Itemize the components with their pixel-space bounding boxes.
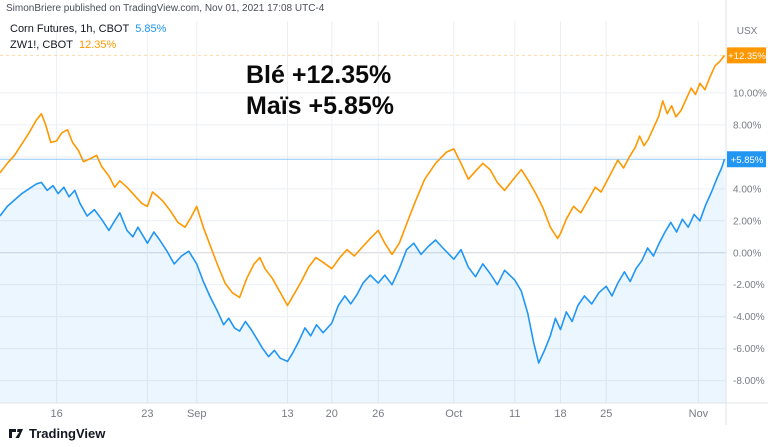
y-axis-label: 0.00%: [733, 248, 761, 259]
tradingview-brand-text: TradingView: [29, 425, 106, 441]
price-badge-wheat: [727, 47, 766, 64]
legend-value-wheat: 12.35%: [78, 39, 117, 51]
y-axis-label: 10.00%: [733, 88, 767, 99]
tradingview-logo-icon: [9, 429, 23, 438]
x-axis-label: 11: [509, 408, 520, 420]
x-axis-label: 25: [600, 408, 612, 420]
x-axis-label: 23: [141, 408, 153, 420]
corn-series-line: [0, 159, 726, 364]
legend-symbol-corn: Corn Futures, 1h, CBOT: [10, 23, 130, 35]
x-axis-label: 26: [372, 408, 384, 420]
x-axis-label: Oct: [445, 408, 462, 420]
chart-annotation: Blé +12.35% Maïs +5.85%: [246, 60, 394, 121]
attribution-text: SimonBriere published on TradingView.com…: [6, 3, 325, 14]
legend-row-corn[interactable]: Corn Futures, 1h, CBOT 5.85%: [10, 23, 166, 39]
y-axis-label: -4.00%: [733, 312, 765, 323]
tradingview-footer[interactable]: TradingView: [8, 425, 105, 441]
price-badge-wheat-label: +12.35%: [728, 51, 766, 62]
chart-legend: Corn Futures, 1h, CBOT 5.85% ZW1!, CBOT …: [10, 23, 166, 55]
price-badge-corn-label: +5.85%: [731, 155, 764, 166]
y-axis-label: 8.00%: [733, 120, 761, 131]
x-axis-label: 13: [281, 408, 293, 420]
legend-value-corn: 5.85%: [135, 23, 167, 35]
wheat-series-line: [0, 54, 726, 307]
x-axis-label: 16: [51, 408, 63, 420]
price-badge-corn: [727, 151, 766, 168]
y-axis-label: -2.00%: [733, 280, 765, 291]
annotation-wheat: Blé +12.35%: [246, 61, 392, 89]
y-axis-label: -8.00%: [733, 376, 765, 387]
y-axis-label: 4.00%: [733, 184, 761, 195]
legend-symbol-wheat: ZW1!, CBOT: [10, 39, 73, 51]
annotation-corn: Maïs +5.85%: [246, 91, 395, 120]
x-axis-label: Sep: [187, 408, 207, 420]
y-axis-label: -6.00%: [733, 344, 765, 355]
legend-row-wheat[interactable]: ZW1!, CBOT 12.35%: [10, 39, 166, 55]
x-axis-label: 20: [326, 408, 338, 420]
corn-area-fill: [0, 159, 726, 403]
y-axis-label: 2.00%: [733, 216, 761, 227]
x-axis-label: 18: [554, 408, 566, 420]
price-axis-unit-label: USX: [736, 26, 758, 37]
x-axis-label: Nov: [689, 408, 709, 420]
